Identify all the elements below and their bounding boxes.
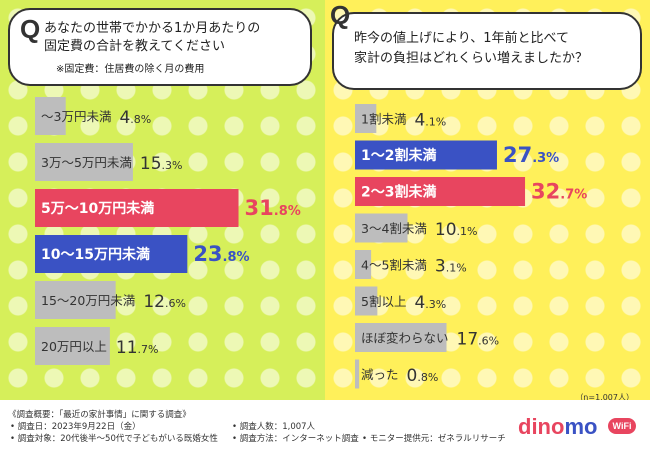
right-bar-label-0: 1割未満	[361, 112, 406, 127]
footer-method: • 調査方法：インターネット調査	[232, 434, 359, 444]
right-bar-3	[355, 213, 408, 243]
right-bar-value-3: 10.1%	[435, 220, 478, 240]
right-bar-6	[355, 323, 447, 352]
left-bar-value-4: 12.6%	[143, 292, 186, 312]
footer-date: • 調査日：2023年9月22日（金）	[10, 422, 141, 432]
left-bar-value-5: 11.7%	[116, 338, 159, 358]
right-bar-label-1: 1〜2割未満	[361, 147, 436, 164]
right-bar-value-0: 4.1%	[414, 111, 446, 131]
dinomo-logo: dinomo	[518, 414, 598, 439]
left-q-mark: Q	[20, 14, 41, 44]
left-bar-1	[35, 143, 133, 181]
left-bar-value-2: 31.8%	[245, 196, 301, 220]
left-bar-label-5: 20万円以上	[41, 339, 107, 354]
left-bar-label-4: 15〜20万円未満	[41, 293, 135, 308]
left-bar-5	[35, 327, 110, 365]
right-bar-7	[355, 359, 360, 389]
footer-survey-title: 《調査概要：「最近の家計事情」に関する調査》	[8, 410, 191, 420]
right-bar-label-3: 3〜4割未満	[361, 221, 427, 236]
wifi-badge: WiFi	[608, 418, 636, 434]
right-bar-0	[355, 104, 377, 133]
left-bar-value-3: 23.8%	[193, 242, 249, 266]
left-bar-label-1: 3万〜5万円未満	[41, 155, 132, 170]
survey-footer: 《調査概要：「最近の家計事情」に関する調査》 • 調査日：2023年9月22日（…	[0, 400, 650, 450]
right-bar-label-6: ほぼ変わらない	[361, 331, 449, 346]
left-bar-label-2: 5万〜10万円未満	[41, 200, 154, 217]
footer-provider: • モニター提供元：ゼネラルリサーチ	[362, 434, 506, 444]
left-bar-4	[35, 281, 116, 319]
left-question-bubble: Q あなたの世帯でかかる1か月あたりの 固定費の合計を教えてください ※固定費：…	[8, 8, 312, 86]
right-bar-label-5: 5割以上	[361, 294, 406, 309]
left-bar-2	[35, 189, 239, 227]
left-bar-label-0: 〜3万円未満	[41, 109, 111, 124]
right-question-line1: 昨今の値上げにより、1年前と比べて	[354, 31, 569, 46]
right-bar-value-1: 27.3%	[503, 143, 559, 167]
right-q-mark: Q	[330, 0, 351, 30]
right-question-line2: 家計の負担はどれくらい増えましたか？	[354, 51, 589, 66]
left-question-line2: 固定費の合計を教えてください	[44, 39, 225, 54]
right-bar-value-6: 17.6%	[457, 330, 500, 350]
right-bar-value-7: 0.8%	[407, 366, 439, 386]
left-bar-3	[35, 235, 188, 273]
right-bar-value-5: 4.3%	[414, 293, 446, 313]
right-question-bubble: Q 昨今の値上げにより、1年前と比べて 家計の負担はどれくらい増えましたか？	[330, 0, 642, 90]
bar-charts: 〜3万円未満 4.8% 3万〜5万円未満 15.3% 5万〜10万円未満 31.8% 10〜…	[35, 97, 587, 389]
left-bar-0	[35, 97, 66, 135]
right-bar-value-2: 32.7%	[531, 180, 587, 204]
left-bar-value-0: 4.8%	[119, 108, 151, 128]
right-bar-4	[355, 250, 372, 279]
right-bar-label-2: 2〜3割未満	[361, 184, 436, 201]
right-bar-value-4: 3.1%	[435, 257, 467, 277]
right-bar-2	[355, 177, 526, 206]
right-bar-1	[355, 140, 497, 170]
right-bar-label-4: 4〜5割未満	[361, 258, 427, 273]
footer-count: • 調査人数：1,007人	[232, 422, 316, 432]
left-question-line1: あなたの世帯でかかる1か月あたりの	[44, 21, 261, 36]
right-bar-5	[355, 286, 378, 316]
footer-target: • 調査対象：20代後半〜50代で子どもがいる既婚女性	[10, 434, 218, 444]
sample-size-note: （n=1,007人）	[575, 393, 634, 402]
right-bar-label-7: 減った	[361, 367, 399, 382]
left-bar-label-3: 10〜15万円未満	[41, 246, 150, 263]
left-bar-value-1: 15.3%	[140, 154, 183, 174]
left-question-note: ※固定費：住居費の除く月の費用	[56, 64, 205, 75]
